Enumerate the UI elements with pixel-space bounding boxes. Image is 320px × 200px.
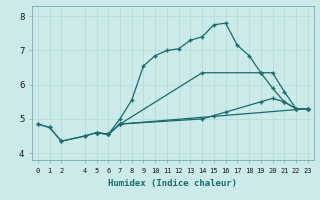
- X-axis label: Humidex (Indice chaleur): Humidex (Indice chaleur): [108, 179, 237, 188]
